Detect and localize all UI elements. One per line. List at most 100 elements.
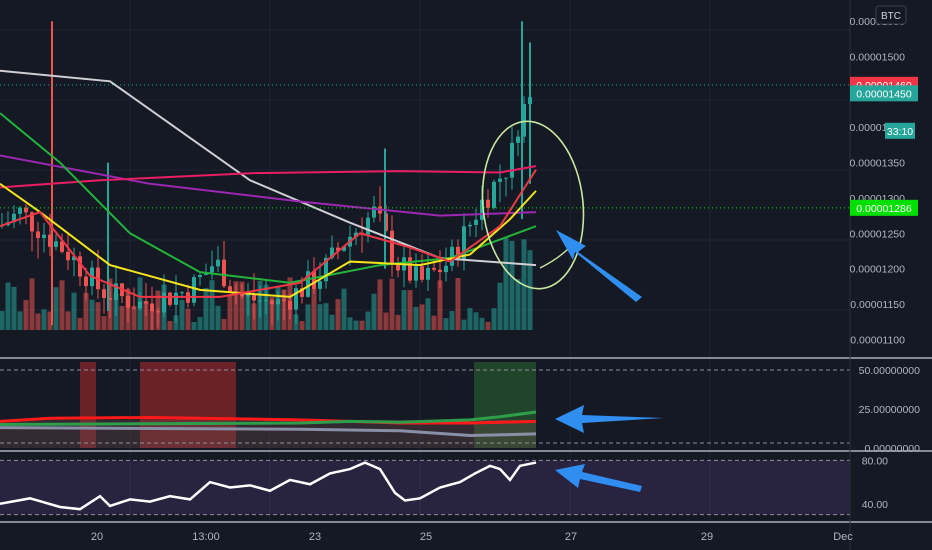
candle-body (168, 292, 172, 305)
candle-body (66, 251, 70, 261)
ellipse-annotation[interactable] (474, 116, 591, 294)
time-tick-label: 20 (91, 531, 103, 543)
volume-bar (389, 278, 395, 330)
arrow-annotation-indicator[interactable] (555, 405, 664, 433)
candle-body (246, 293, 250, 297)
rsi-axis: 80.00 40.00 (862, 455, 888, 510)
volume-bar (359, 320, 365, 330)
volume-bar (485, 321, 491, 330)
price-tick-label: 0.00001150 (850, 299, 905, 311)
candle-body (216, 259, 220, 267)
moving-average-line (0, 182, 537, 298)
candle-body (42, 234, 46, 239)
volume-bar (461, 319, 467, 330)
candle-body (288, 301, 292, 310)
arrow-annotation-rsi[interactable] (555, 464, 642, 492)
candle-body (126, 296, 130, 308)
volume-bar (527, 250, 533, 330)
candle-body (306, 271, 310, 297)
candle-body (276, 299, 280, 305)
volume-bar (407, 290, 413, 330)
candle-body (198, 275, 202, 278)
candle-body (492, 181, 496, 208)
volume-bar (371, 293, 377, 330)
indicator-shaded-region (80, 362, 96, 448)
volume-bar (329, 314, 335, 330)
volume-bar (395, 314, 401, 330)
volume-bar (479, 317, 485, 330)
candle-body (414, 266, 418, 281)
volume-bar (101, 316, 107, 330)
candle-body (498, 178, 502, 182)
time-tick-label: 25 (420, 531, 432, 543)
volume-bar (449, 311, 455, 330)
candle-body (54, 241, 58, 247)
candle-body (522, 104, 526, 137)
volume-bar (53, 287, 59, 330)
candle-body (114, 283, 118, 300)
indicator-panel[interactable] (0, 362, 850, 448)
candle-body (252, 293, 256, 301)
candle-body (432, 267, 436, 270)
volume-bar (47, 311, 53, 330)
indicator-axis: 50.00000000 25.00000000 0.00000000 (859, 365, 920, 455)
candle-body (300, 288, 304, 297)
volume-bar (191, 321, 197, 330)
volume-bar (83, 292, 89, 330)
arrow-annotation-price[interactable] (556, 230, 642, 302)
volume-bar (0, 311, 5, 330)
volume-bar (95, 302, 101, 330)
candle-body (240, 292, 244, 297)
volume-bar (179, 300, 185, 330)
candle-body (24, 207, 28, 213)
indicator-tick-label: 25.00000000 (859, 404, 920, 416)
volume-bar (347, 317, 353, 330)
time-tick-label: 29 (701, 531, 713, 543)
rsi-series-line (0, 461, 537, 511)
candle-body (144, 301, 148, 304)
volume-bar (299, 321, 305, 330)
candle-body (192, 277, 196, 303)
currency-badge[interactable]: BTC (875, 5, 907, 25)
volume-bar (503, 237, 509, 330)
candle-body (264, 300, 268, 302)
candle-body (36, 231, 40, 239)
candle-body (138, 301, 142, 309)
volume-bar (413, 306, 419, 330)
volume-bar (497, 282, 503, 330)
rsi-line (0, 461, 537, 511)
volume-bar (35, 313, 41, 330)
candle-body (462, 226, 466, 260)
price-panel[interactable] (0, 21, 850, 331)
volume-bar (509, 240, 515, 330)
candle-body (324, 257, 328, 282)
moving-average-lines (0, 69, 537, 298)
candle-body (444, 265, 448, 273)
candle-body (84, 276, 88, 287)
candle-body (426, 267, 430, 280)
volume-bar (335, 299, 341, 330)
candle-body (372, 206, 376, 218)
price-tick-label: 0.00001200 (850, 264, 906, 276)
volume-bar (65, 311, 71, 330)
candle-body (504, 177, 508, 179)
time-axis[interactable]: 20 13:00 23 25 27 29 Dec (91, 531, 853, 543)
price-tick-label: 0.00001250 (850, 228, 906, 240)
volume-bar (221, 318, 227, 330)
candle-body (420, 266, 424, 280)
volume-bar (119, 305, 125, 330)
volume-bar (215, 305, 221, 330)
volume-bar (443, 318, 449, 330)
candle-body (222, 259, 226, 287)
rsi-panel[interactable] (0, 459, 850, 516)
volume-bar (455, 278, 461, 330)
candle-body (390, 230, 394, 265)
volume-bar (311, 288, 317, 330)
candle-body (60, 241, 64, 252)
rsi-tick-label: 40.00 (862, 499, 888, 511)
volume-bar (59, 280, 65, 330)
volume-bar (317, 304, 323, 330)
candle-body (162, 292, 166, 313)
